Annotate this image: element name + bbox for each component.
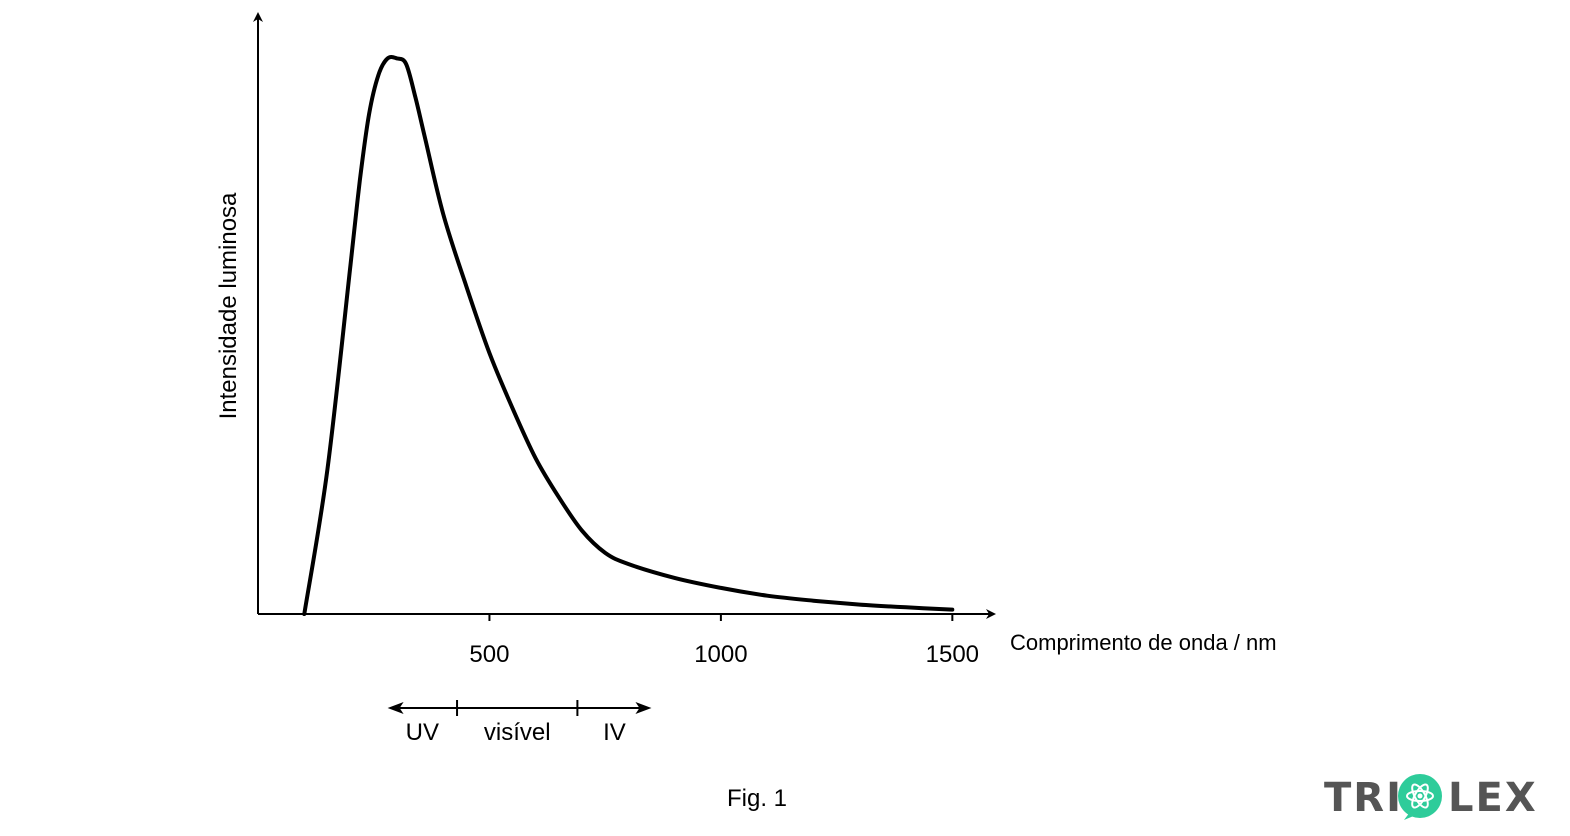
figure-caption: Fig. 1 — [727, 785, 787, 812]
logo-text-left: TRI — [1324, 775, 1403, 821]
logo-text-right: LEX — [1448, 775, 1538, 821]
x-ticks: 500 1000 1500 — [469, 614, 979, 668]
spectrum-regions: UV visível IV — [387, 700, 652, 746]
region-label-3: IV — [603, 719, 626, 746]
region-arrow-right — [635, 702, 652, 714]
x-axis-label: Comprimento de onda / nm — [1010, 630, 1277, 655]
region-label-1: UV — [406, 719, 439, 746]
x-tick-label-1500: 1500 — [926, 641, 979, 668]
y-axis-label: Intensidade luminosa — [215, 192, 242, 419]
atom-icon — [1398, 774, 1442, 820]
x-tick-label-500: 500 — [469, 641, 509, 668]
logo: TRI LEX — [1324, 774, 1538, 821]
intensity-curve — [302, 54, 955, 616]
x-tick-label-1000: 1000 — [694, 641, 747, 668]
axes — [253, 12, 996, 619]
region-arrow-left — [387, 702, 404, 714]
region-label-2: visível — [484, 719, 551, 746]
